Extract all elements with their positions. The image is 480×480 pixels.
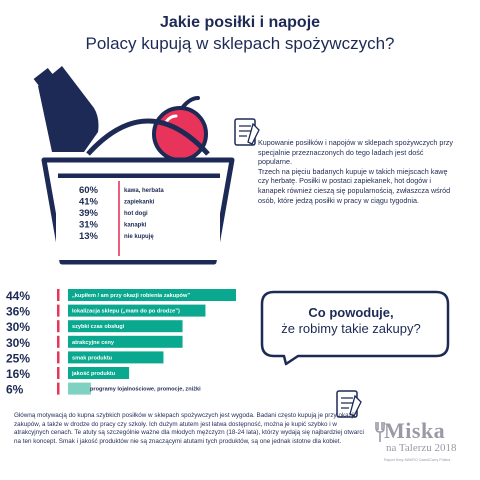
speech-bubble: [260, 290, 450, 366]
logo-subtitle: na Talerzu 2018: [386, 442, 457, 454]
reason-category-label: szybki czas obsługi: [72, 324, 125, 330]
basket-value-label: 31%: [79, 220, 99, 231]
reason-tick: [57, 335, 60, 348]
reason-tick: [57, 351, 60, 364]
reason-category-label: programy lojalnościowe, promocje, zniżki: [90, 387, 201, 393]
reason-value-label: 30%: [6, 336, 30, 350]
basket-value-label: 13%: [79, 231, 99, 242]
reason-bar: [68, 335, 183, 348]
intro-text: Kupowanie posiłków i napojów w sklepach …: [258, 138, 458, 205]
reason-value-label: 25%: [6, 351, 30, 365]
basket-value-label: 60%: [79, 185, 99, 196]
basket-value-label: 41%: [79, 197, 99, 208]
basket-category-label: nie kupuję: [124, 234, 154, 240]
reason-bar: [68, 304, 206, 317]
apple-icon: [152, 96, 208, 162]
basket-value-label: 39%: [79, 208, 99, 219]
reason-bar: [68, 367, 130, 379]
question-line-2: że robimy takie zakupy?: [281, 321, 421, 336]
question-line-1: Co powoduje,: [308, 305, 394, 320]
basket-category-label: kawa, herbata: [124, 188, 164, 194]
footer-text: Główną motywacją do kupna szybkich posił…: [14, 412, 364, 445]
reason-bar: [68, 351, 164, 364]
page-title: Jakie posiłki i napoje: [159, 14, 321, 31]
reason-tick: [57, 320, 60, 333]
basket-category-label: zapiekanki: [124, 200, 155, 206]
reason-value-label: 44%: [6, 289, 30, 303]
logo-caption: Raport firmy MAKRO Cash&Carry Polska: [384, 458, 451, 462]
reason-tick: [57, 289, 60, 301]
reason-value-label: 36%: [6, 305, 30, 319]
basket-chart: 60% kawa, herbata 41% zapiekanki 39% hot dogi…: [79, 181, 164, 256]
reason-tick: [57, 304, 60, 317]
reason-bar: [68, 320, 183, 333]
question-text: Co powoduje, że robimy takie zakupy?: [256, 305, 446, 337]
intro-paragraph-1: Kupowanie posiłków i napojów w sklepach …: [258, 138, 453, 167]
basket-category-label: kanapki: [124, 223, 147, 229]
document-icon-top: [234, 118, 260, 146]
reason-value-label: 6%: [6, 383, 24, 397]
document-icon-bottom: [336, 390, 362, 418]
reason-category-label: jakość produktu: [71, 371, 116, 377]
reason-tick: [57, 382, 60, 395]
reason-value-label: 16%: [6, 367, 30, 381]
logo-wordmark: Miska: [384, 418, 446, 443]
reason-bar: [68, 382, 91, 395]
reason-bar: [68, 289, 236, 301]
intro-paragraph-2: Trzech na pięciu badanych kupuje w takic…: [258, 166, 451, 205]
reason-category-label: „kupiłem / am przy okazji robienia zakup…: [72, 293, 190, 299]
logo-plate-icon: [375, 422, 385, 442]
basket-category-label: hot dogi: [124, 211, 148, 217]
reason-category-label: atrakcyjne ceny: [72, 340, 115, 346]
reason-tick: [57, 367, 60, 379]
reasons-chart: 44% „kupiłem / am przy okazji robienia za…: [6, 289, 236, 397]
page-subtitle: Polacy kupują w sklepach spożywczych?: [85, 34, 395, 53]
bottle-icon: [33, 66, 99, 152]
reason-category-label: lokalizacja sklepu („mam do po drodze”): [72, 309, 180, 315]
reason-value-label: 30%: [6, 320, 30, 334]
reason-category-label: smak produktu: [72, 355, 113, 361]
